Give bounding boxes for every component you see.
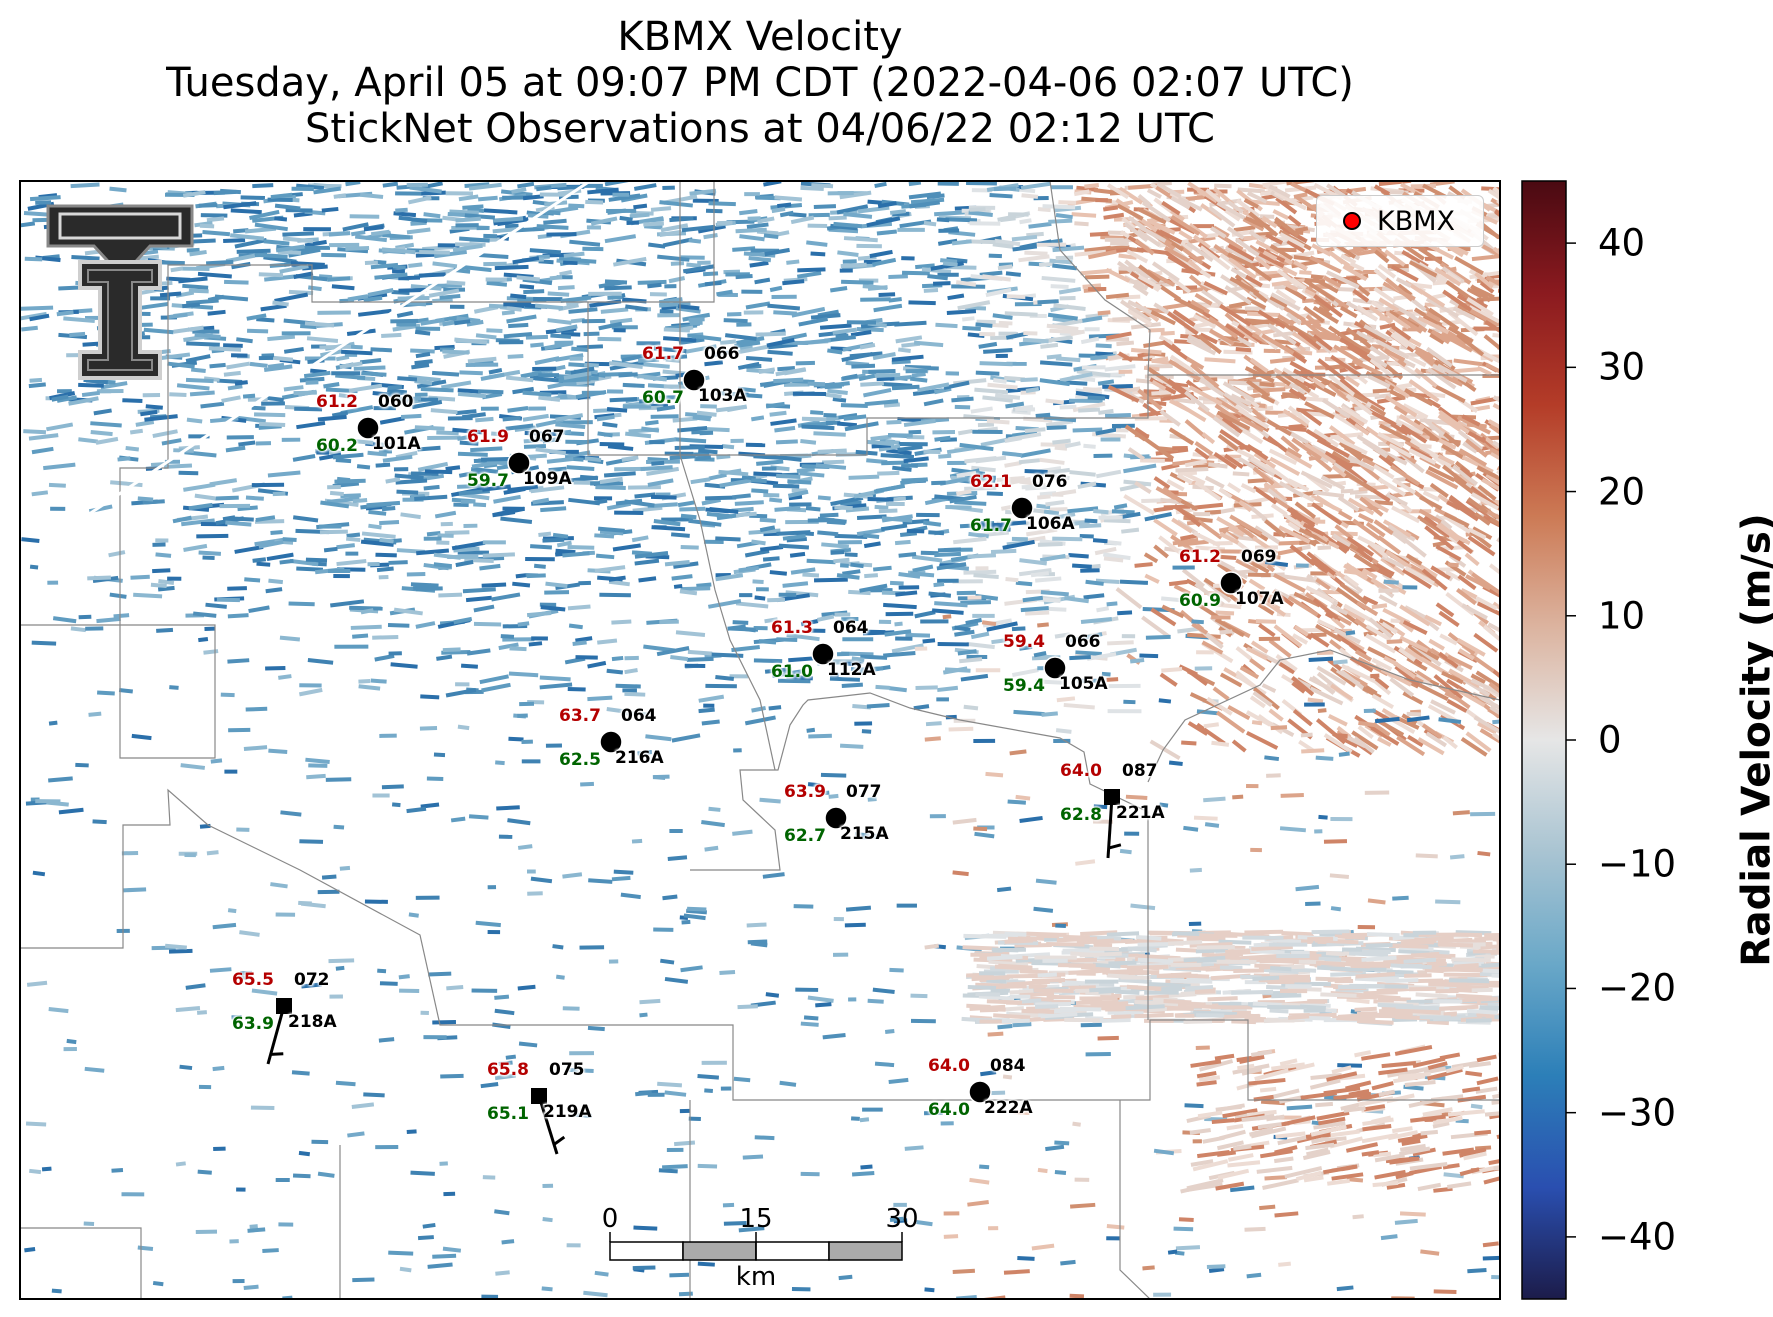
station-dewpoint: 63.9 — [232, 1014, 274, 1034]
station-id: 101A — [372, 434, 421, 454]
station-calm-marker — [599, 730, 623, 754]
colorbar-tick-label: 10 — [1598, 594, 1646, 638]
station-calm-marker — [811, 642, 835, 666]
station-wind-direction: 076 — [1032, 472, 1068, 492]
station-temperature: 63.7 — [559, 706, 601, 726]
station-wind-direction: 087 — [1122, 761, 1158, 781]
station-wind-direction: 077 — [846, 782, 882, 802]
title-line-3: StickNet Observations at 04/06/22 02:12 … — [305, 106, 1215, 152]
title-line-1: KBMX Velocity — [617, 14, 903, 60]
station-id: 216A — [615, 748, 664, 768]
colorbar-tick-label: −10 — [1598, 842, 1677, 886]
station-temperature: 61.7 — [642, 344, 684, 364]
station-dewpoint: 62.8 — [1060, 805, 1102, 825]
station-wind-direction: 064 — [833, 618, 869, 638]
double-t-logo — [46, 204, 194, 380]
scale-unit: km — [735, 1262, 777, 1292]
station-temperature: 65.8 — [487, 1060, 529, 1080]
radar-velocity-layer — [20, 181, 1500, 1299]
station-calm-marker — [1043, 656, 1067, 680]
station-id: 222A — [984, 1098, 1033, 1118]
station-dewpoint: 59.7 — [467, 471, 509, 491]
station-wind-direction: 084 — [990, 1056, 1026, 1076]
station-id: 218A — [288, 1012, 337, 1032]
station-dewpoint: 62.5 — [559, 750, 601, 770]
station-calm-marker — [824, 806, 848, 830]
station-calm-marker — [1010, 496, 1034, 520]
station-temperature: 61.2 — [1179, 547, 1221, 567]
station-calm-marker — [1219, 571, 1243, 595]
station-temperature: 64.0 — [928, 1056, 970, 1076]
station-wind-direction: 067 — [529, 427, 565, 447]
map-legend: KBMX — [1316, 195, 1484, 247]
beam-blockage-line — [20, 181, 591, 562]
station-id: 105A — [1059, 674, 1108, 694]
legend-label: KBMX — [1377, 205, 1456, 237]
station-id: 112A — [827, 660, 876, 680]
scale-tick-30: 30 — [885, 1204, 919, 1234]
station-temperature: 62.1 — [970, 472, 1012, 492]
colorbar-tick-label: 40 — [1598, 221, 1646, 265]
station-dewpoint: 64.0 — [928, 1100, 970, 1120]
wind-barb-flag — [1108, 843, 1122, 850]
station-id: 107A — [1235, 589, 1284, 609]
station-wind-direction: 072 — [294, 970, 330, 990]
station-id: 106A — [1026, 514, 1075, 534]
station-id: 215A — [840, 824, 889, 844]
station-dewpoint: 60.2 — [316, 436, 358, 456]
station-temperature: 64.0 — [1060, 761, 1102, 781]
scale-tick-15: 15 — [739, 1204, 773, 1234]
station-wind-direction: 069 — [1241, 547, 1277, 567]
station-id: 109A — [523, 469, 572, 489]
station-temperature: 63.9 — [784, 782, 826, 802]
wind-barb-flag — [553, 1135, 566, 1146]
radar-site-marker-icon — [1343, 212, 1361, 230]
county-boundaries — [20, 181, 1500, 1299]
station-wind-direction: 075 — [549, 1060, 585, 1080]
station-calm-marker — [507, 451, 531, 475]
colorbar-title: Radial Velocity (m/s) — [1734, 513, 1773, 967]
station-wind-direction: 064 — [621, 706, 657, 726]
colorbar-tick-label: 20 — [1598, 470, 1646, 514]
colorbar-tick-label: −20 — [1598, 966, 1677, 1010]
colorbar-tick-label: 0 — [1598, 718, 1622, 762]
scale-bar — [609, 1232, 903, 1261]
station-temperature: 65.5 — [232, 970, 274, 990]
station-id: 103A — [698, 386, 747, 406]
wind-barb-flag — [270, 1052, 284, 1056]
station-dewpoint: 61.7 — [970, 516, 1012, 536]
colorbar-tick-label: 30 — [1598, 345, 1646, 389]
colorbar-tick-label: −30 — [1598, 1091, 1677, 1135]
station-calm-marker — [682, 368, 706, 392]
station-temperature: 61.2 — [316, 392, 358, 412]
station-dewpoint: 60.9 — [1179, 591, 1221, 611]
station-wind-direction: 060 — [378, 392, 414, 412]
title-line-2: Tuesday, April 05 at 09:07 PM CDT (2022-… — [166, 60, 1354, 106]
station-temperature: 61.9 — [467, 427, 509, 447]
station-dewpoint: 61.0 — [771, 662, 813, 682]
scale-tick-0: 0 — [601, 1204, 619, 1234]
station-dewpoint: 62.7 — [784, 826, 826, 846]
station-calm-marker — [356, 416, 380, 440]
station-calm-marker — [968, 1080, 992, 1104]
station-wind-direction: 066 — [704, 344, 740, 364]
station-id: 221A — [1116, 803, 1165, 823]
station-id: 219A — [543, 1102, 592, 1122]
station-dewpoint: 60.7 — [642, 388, 684, 408]
map-frame — [19, 180, 1501, 1300]
station-temperature: 59.4 — [1003, 632, 1045, 652]
station-markers — [266, 368, 1243, 1155]
station-dewpoint: 59.4 — [1003, 676, 1045, 696]
station-dewpoint: 65.1 — [487, 1104, 529, 1124]
colorbar-tick-label: −40 — [1598, 1215, 1677, 1259]
station-wind-direction: 066 — [1065, 632, 1101, 652]
station-temperature: 61.3 — [771, 618, 813, 638]
map-title: KBMX Velocity Tuesday, April 05 at 09:07… — [20, 14, 1500, 152]
